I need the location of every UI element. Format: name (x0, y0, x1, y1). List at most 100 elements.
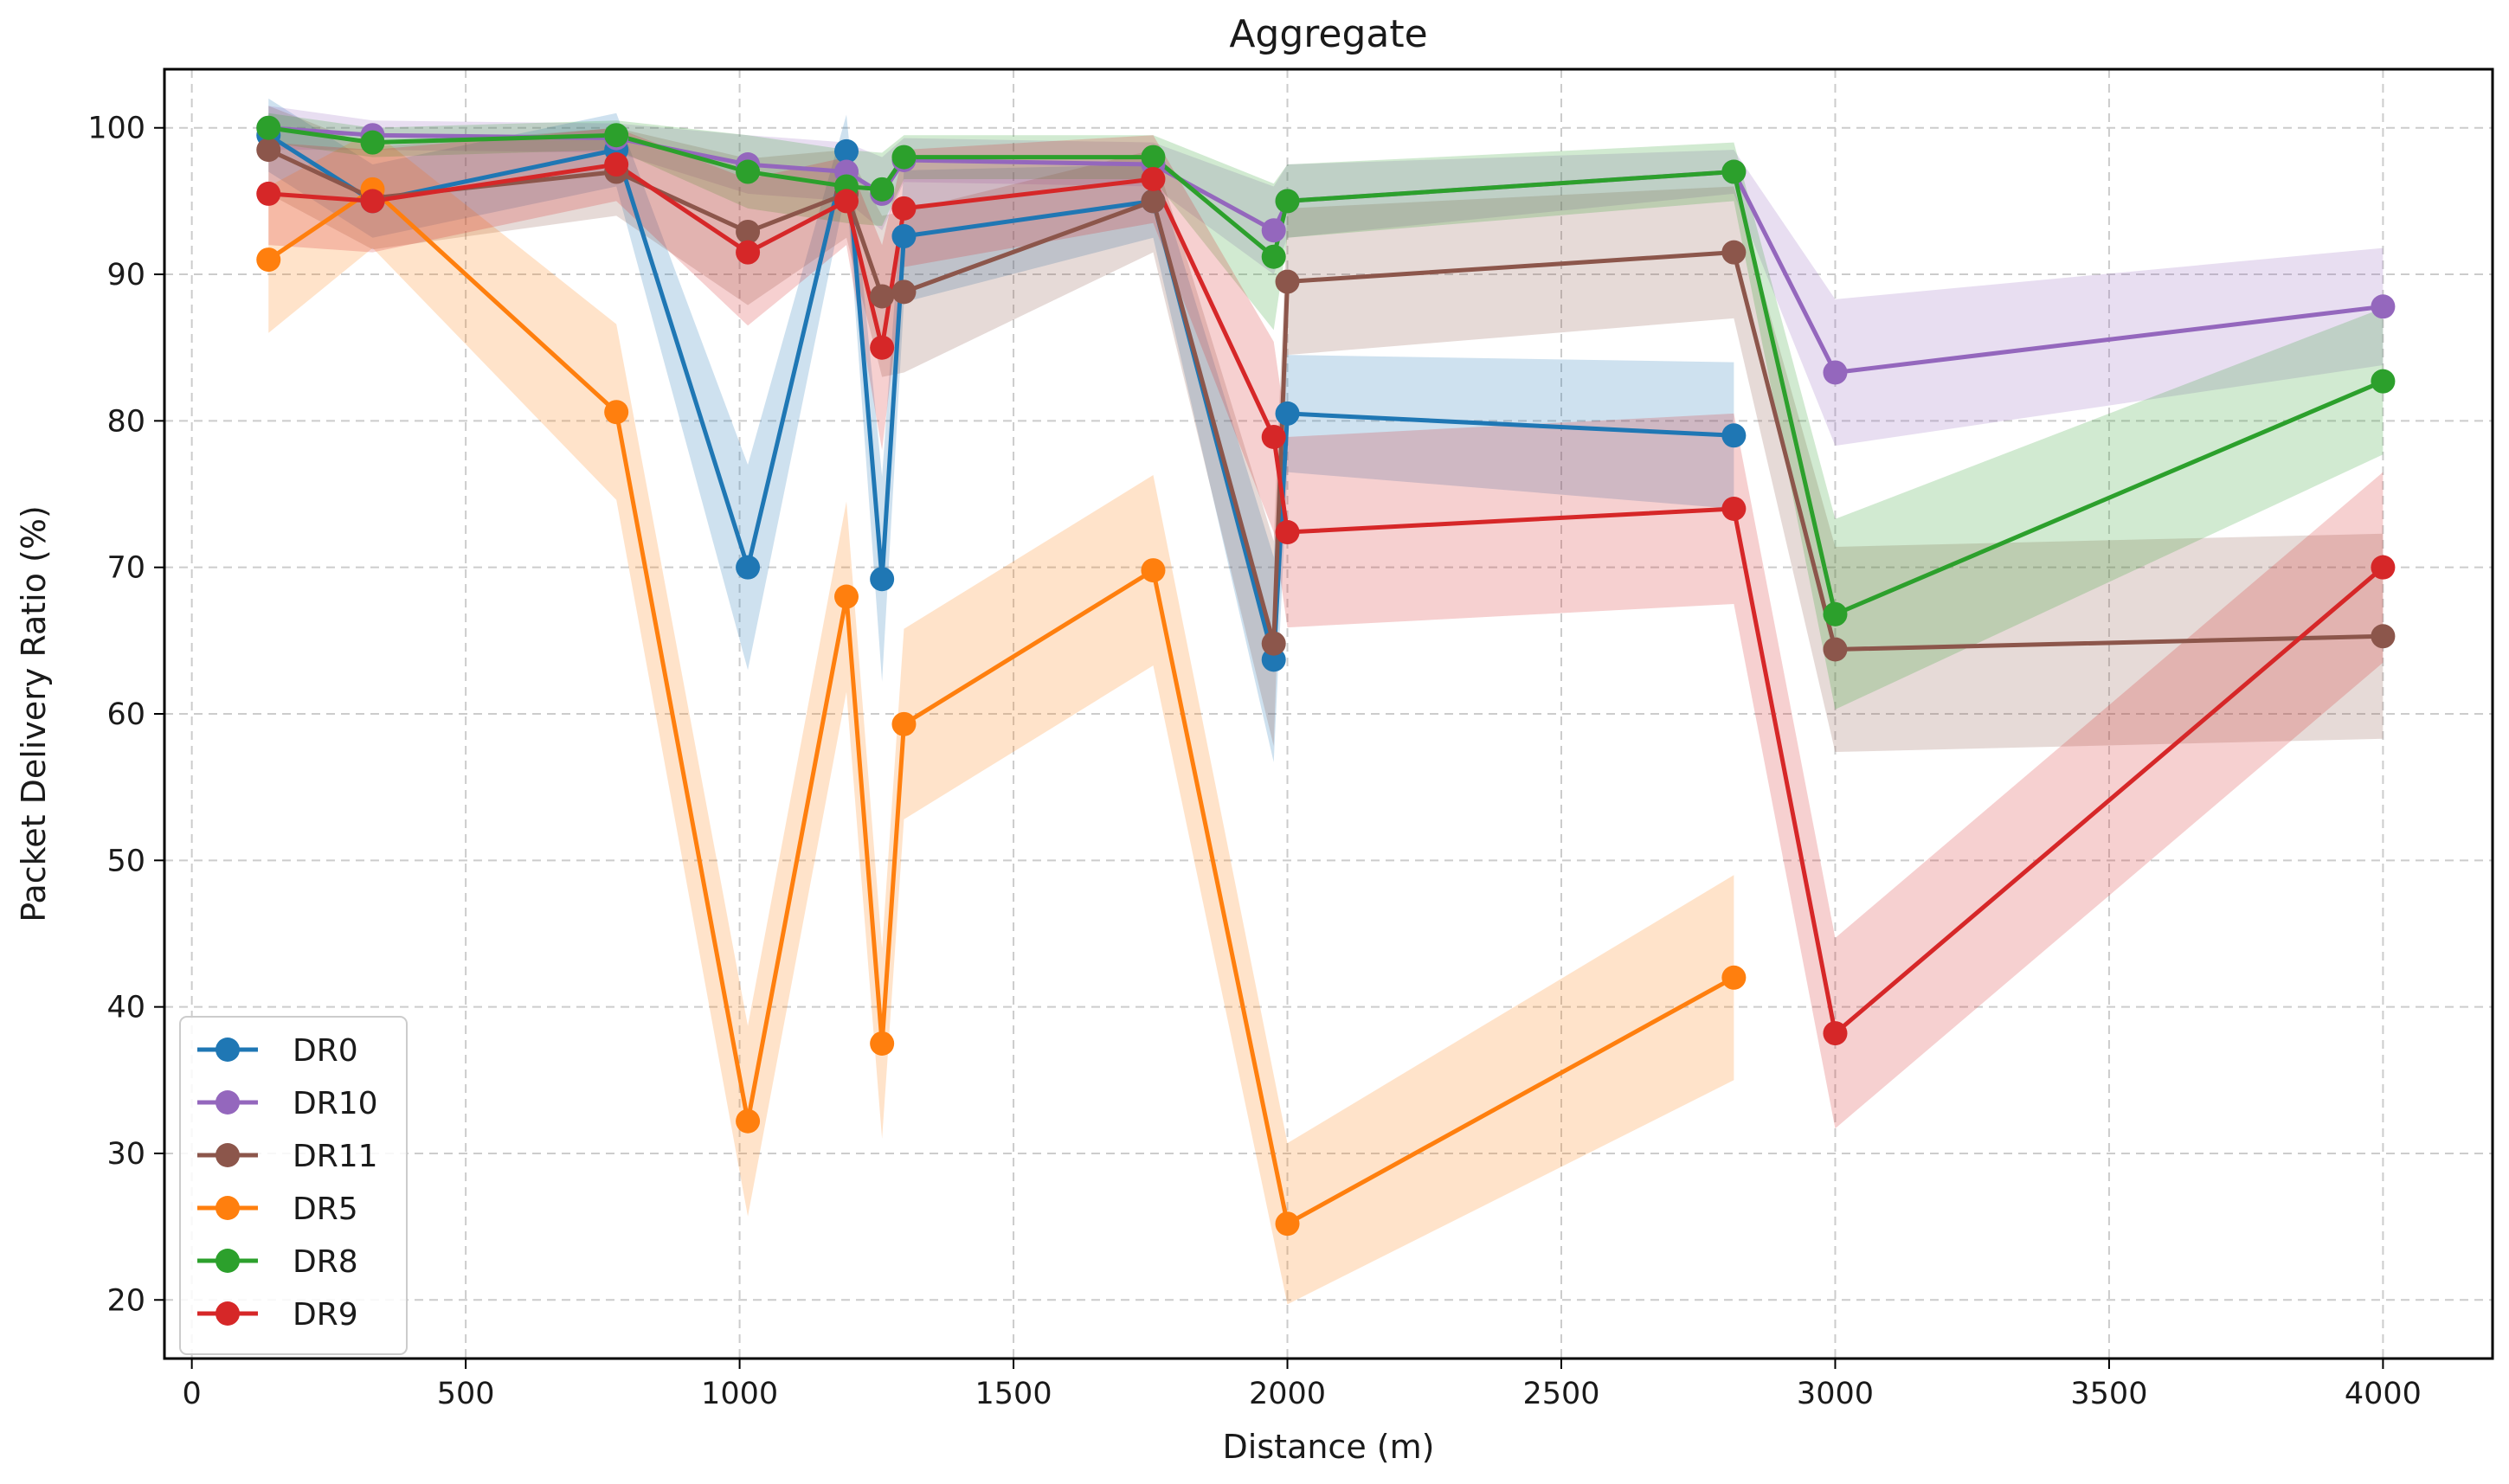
x-tick-label: 4000 (2345, 1377, 2422, 1411)
point-dr0 (834, 138, 859, 164)
band-dr0 (268, 98, 1734, 762)
band-dr10 (268, 106, 2384, 446)
y-tick-label: 30 (106, 1137, 145, 1172)
legend-marker-dr8 (216, 1249, 240, 1273)
point-dr9 (1141, 166, 1166, 191)
y-tick-label: 50 (106, 844, 145, 878)
legend-label-dr5: DR5 (293, 1192, 358, 1227)
point-dr5 (1721, 965, 1747, 990)
point-dr11 (1721, 240, 1747, 265)
y-axis-label: Packet Delivery Ratio (%) (15, 505, 53, 922)
y-tick-label: 20 (106, 1283, 145, 1318)
point-dr0 (1275, 401, 1300, 426)
x-tick-label: 1000 (701, 1377, 778, 1411)
legend-marker-dr11 (216, 1143, 240, 1167)
point-dr5 (256, 247, 281, 273)
x-tick-label: 2000 (1249, 1377, 1326, 1411)
point-dr9 (2371, 555, 2396, 580)
point-dr8 (1823, 601, 1848, 626)
point-dr9 (736, 240, 761, 265)
series-markers (256, 115, 2396, 1237)
confidence-bands (268, 98, 2384, 1305)
point-dr8 (870, 177, 895, 202)
y-tick-label: 90 (106, 258, 145, 292)
point-dr5 (870, 1031, 895, 1056)
point-dr10 (1261, 218, 1286, 243)
point-dr8 (736, 159, 761, 184)
point-dr5 (834, 584, 859, 609)
point-dr8 (256, 115, 281, 140)
legend-marker-dr5 (216, 1196, 240, 1220)
point-dr8 (891, 145, 917, 170)
point-dr8 (1261, 244, 1286, 269)
legend: DR0 DR10 DR11 DR5 DR8 DR9 (179, 1016, 408, 1355)
point-dr8 (1141, 145, 1166, 170)
point-dr8 (360, 130, 385, 155)
point-dr5 (1141, 558, 1166, 583)
legend-marker-dr9 (216, 1301, 240, 1326)
x-tick-label: 500 (437, 1377, 495, 1411)
point-dr0 (870, 567, 895, 592)
point-dr9 (834, 189, 859, 214)
x-tick-label: 3000 (1797, 1377, 1874, 1411)
point-dr11 (2371, 624, 2396, 649)
point-dr11 (736, 219, 761, 244)
point-dr9 (1823, 1021, 1848, 1046)
x-tick-label: 2500 (1522, 1377, 1599, 1411)
point-dr5 (736, 1108, 761, 1134)
legend-marker-dr10 (216, 1090, 240, 1115)
y-tick-label: 70 (106, 551, 145, 586)
series-line-dr5 (267, 187, 1735, 1226)
point-dr8 (604, 123, 629, 148)
x-tick-label: 1500 (975, 1377, 1052, 1411)
point-dr11 (1823, 637, 1848, 662)
point-dr8 (1275, 189, 1300, 214)
legend-label-dr0: DR0 (293, 1033, 358, 1069)
y-tick-label: 60 (106, 697, 145, 732)
x-tick-label: 0 (183, 1377, 202, 1411)
point-dr11 (1141, 189, 1166, 214)
legend-label-dr9: DR9 (293, 1297, 358, 1333)
point-dr11 (256, 138, 281, 163)
x-axis-label: Distance (m) (1223, 1428, 1435, 1466)
y-tick-label: 40 (106, 991, 145, 1025)
legend-label-dr8: DR8 (293, 1244, 358, 1280)
axis-ticks: 0 500 1000 1500 2000 2500 3000 3500 4000 20 30 40 50… (87, 112, 2422, 1411)
y-tick-label: 100 (87, 112, 145, 146)
y-tick-label: 80 (106, 404, 145, 439)
point-dr0 (1721, 423, 1747, 448)
point-dr8 (2371, 369, 2396, 394)
point-dr9 (1721, 496, 1747, 521)
point-dr9 (604, 152, 629, 177)
point-dr0 (891, 224, 917, 249)
point-dr8 (1721, 159, 1747, 184)
point-dr9 (870, 335, 895, 360)
band-dr8 (268, 112, 2384, 710)
point-dr9 (360, 189, 385, 214)
point-dr0 (736, 555, 761, 580)
band-dr5 (268, 131, 1734, 1305)
band-dr11 (268, 106, 2384, 753)
chart-title: Aggregate (1229, 12, 1427, 56)
point-dr10 (1823, 360, 1848, 385)
point-dr5 (891, 711, 917, 736)
point-dr9 (1261, 424, 1286, 449)
band-dr9 (268, 127, 2384, 1129)
point-dr5 (1275, 1211, 1300, 1237)
legend-label-dr10: DR10 (293, 1086, 378, 1121)
legend-label-dr11: DR11 (293, 1139, 378, 1174)
point-dr11 (1275, 269, 1300, 294)
point-dr5 (604, 400, 629, 425)
x-tick-label: 3500 (2070, 1377, 2147, 1411)
point-dr10 (2371, 294, 2396, 319)
point-dr9 (891, 196, 917, 221)
point-dr11 (870, 284, 895, 309)
point-dr11 (1261, 631, 1286, 656)
point-dr11 (891, 279, 917, 305)
point-dr9 (256, 181, 281, 206)
legend-marker-dr0 (216, 1038, 240, 1062)
point-dr9 (1275, 520, 1300, 545)
